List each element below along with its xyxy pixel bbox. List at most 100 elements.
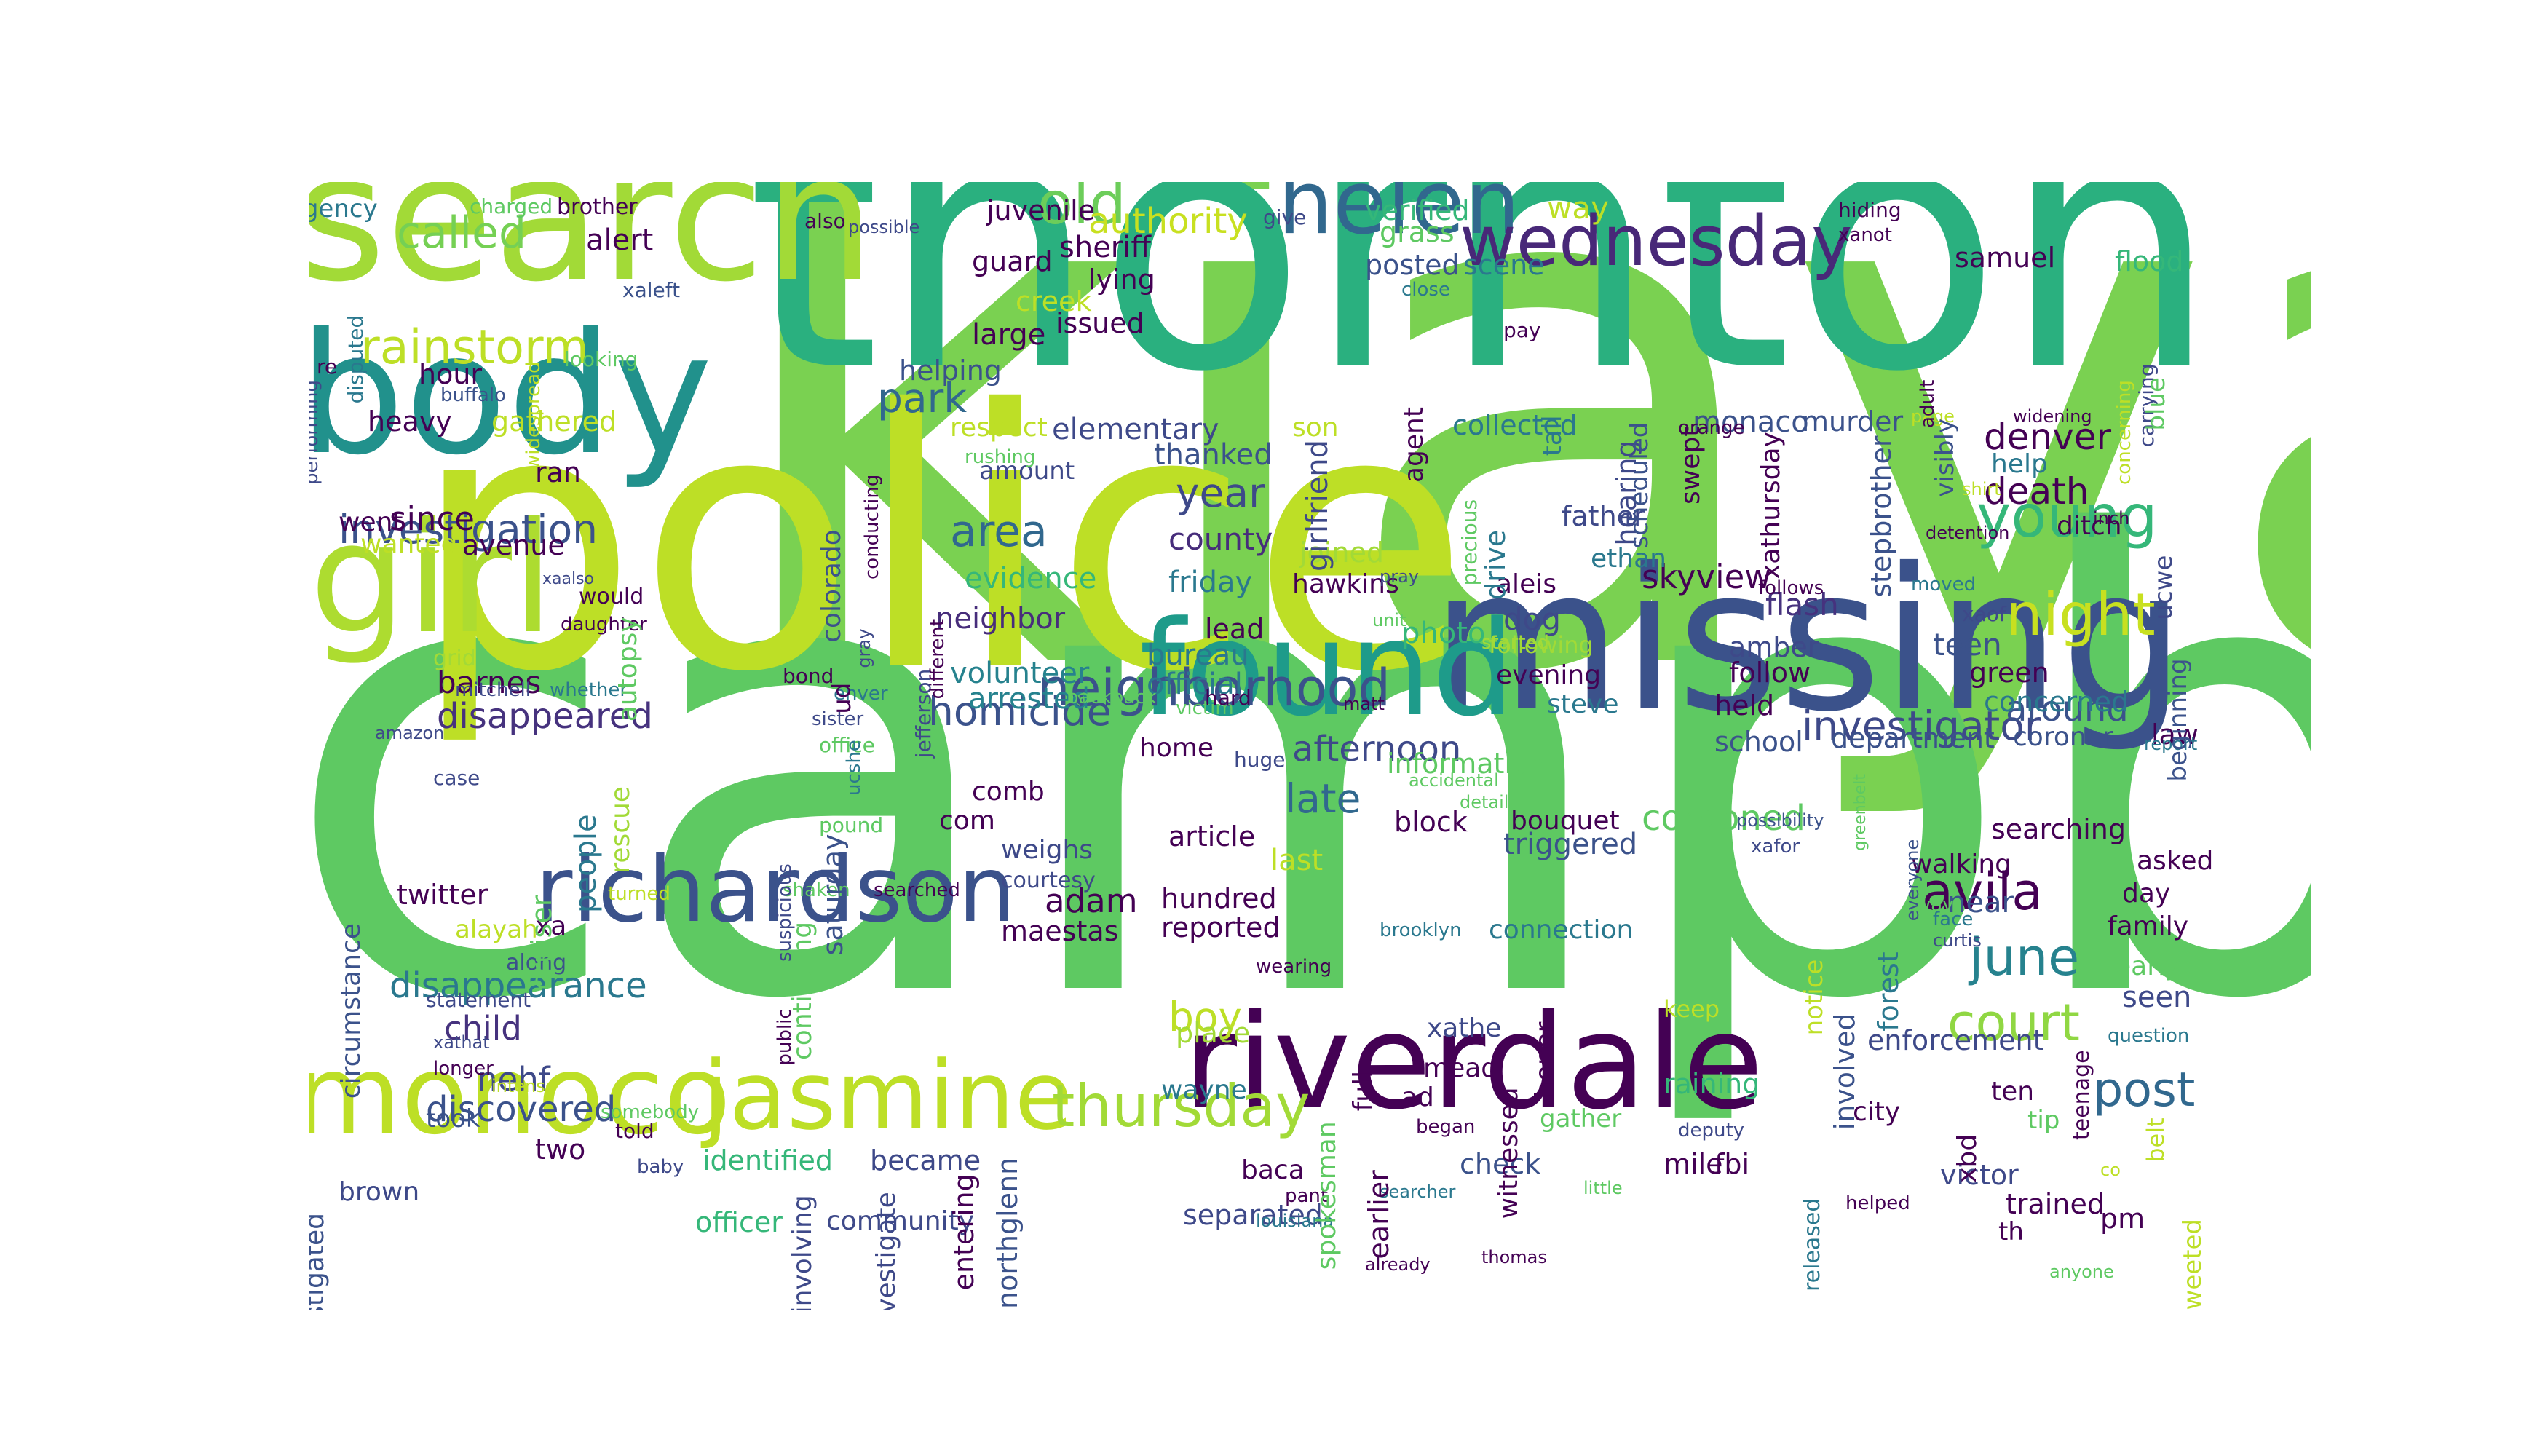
cloud-word-sheriff: sheriff [1059, 231, 1151, 264]
cloud-word-disputed: disputed [344, 314, 368, 404]
cloud-word-murder: murder [1802, 405, 1904, 438]
cloud-word-bouquet: bouquet [1511, 806, 1620, 836]
cloud-word-girlfriend: girlfriend [1301, 439, 1334, 571]
cloud-word-comb: comb [972, 777, 1045, 807]
cloud-word-campbell: campbell [309, 407, 2311, 1136]
cloud-word-spokesman: spokesman [1312, 1121, 1342, 1270]
cloud-word-give: give [1263, 205, 1307, 229]
cloud-word-court: court [1947, 993, 2080, 1053]
cloud-word-colorado: colorado [817, 529, 847, 643]
cloud-word-early: early [2115, 951, 2181, 981]
cloud-word-witnessed: witnessed [1494, 1087, 1524, 1219]
cloud-word-found: found [1139, 593, 1515, 745]
cloud-word-son: son [1292, 413, 1339, 443]
cloud-word-searcher: searcher [1380, 1182, 1456, 1202]
cloud-word-charged: charged [470, 194, 553, 218]
cloud-word-tip: tip [2027, 1106, 2060, 1135]
cloud-word-pant: pant [1285, 1185, 1329, 1207]
cloud-word-agency: agency [309, 194, 378, 223]
cloud-word-rushing: rushing [965, 446, 1036, 468]
cloud-word-grid: grid [433, 646, 476, 671]
cloud-word-searched: searched [874, 879, 960, 901]
cloud-word-separated: separated [1183, 1199, 1323, 1231]
cloud-word-everyone: everyone [1902, 839, 1923, 922]
cloud-word-father: father [1562, 500, 1645, 532]
cloud-word-disappearance: disappearance [389, 965, 647, 1006]
cloud-word-avenue: avenue [462, 529, 565, 561]
cloud-word-coroner: coroner [2013, 722, 2113, 752]
cloud-word-juvenile: juvenile [986, 194, 1096, 226]
cloud-word-pm: pm [2100, 1203, 2145, 1235]
cloud-word-posted: posted [1365, 249, 1460, 281]
cloud-word-circumstance: circumstance [336, 923, 366, 1099]
cloud-word-looking: looking [564, 347, 638, 371]
cloud-word-arrested: arrested [968, 682, 1090, 716]
cloud-word-guard: guard [972, 245, 1053, 277]
cloud-word-widening: widening [2013, 406, 2092, 427]
cloud-word-june: june [1969, 927, 2080, 987]
cloud-word-triggered: triggered [1503, 828, 1638, 861]
cloud-word-around: around [2006, 689, 2129, 729]
cloud-word-inch: inch [2093, 508, 2130, 529]
cloud-word-alert: alert [586, 223, 654, 257]
cloud-word-hour: hour [419, 358, 483, 390]
cloud-word-help: help [1991, 449, 2048, 479]
cloud-word-since: since [389, 499, 475, 538]
cloud-word-issued: issued [1056, 307, 1144, 339]
cloud-word-already: already [1365, 1254, 1431, 1275]
cloud-word-investigation: investigation [339, 506, 598, 553]
cloud-word-area: area [950, 506, 1048, 557]
cloud-word-took: took [426, 1104, 480, 1133]
cloud-word-official: official [1147, 668, 1243, 701]
cloud-word-walking: walking [1911, 850, 2012, 879]
cloud-word-raining: raining [1663, 1068, 1760, 1100]
cloud-word-xbd: xbd [1952, 1133, 1982, 1183]
cloud-word-earlier: earlier [1363, 1170, 1395, 1259]
cloud-word-victim: victim [1176, 697, 1234, 719]
cloud-word-block: block [1394, 806, 1468, 838]
cloud-word-widespread: widespread [523, 361, 545, 470]
cloud-word-gray: gray [854, 628, 874, 668]
cloud-word-longer: longer [433, 1058, 494, 1080]
cloud-word-missing: missing [1431, 526, 2185, 755]
cloud-word-jasmine: jasmine [703, 1040, 1073, 1151]
cloud-word-close: close [1401, 279, 1450, 301]
cloud-word-started: started [1481, 632, 1550, 654]
cloud-word-kiaya: kiaya [713, 182, 2311, 831]
cloud-word-home: home [1139, 733, 1214, 763]
cloud-word-shaken: shaken [783, 879, 850, 901]
cloud-word-riverdale: riverdale [1183, 986, 1764, 1139]
cloud-word-brown: brown [339, 1177, 420, 1207]
cloud-word-mitchell: mitchell [455, 679, 531, 701]
cloud-word-investigated: investigated [309, 1213, 330, 1310]
cloud-word-asked: asked [2137, 846, 2214, 876]
cloud-word-teenage: teenage [2069, 1050, 2094, 1140]
cloud-word-possible: possible [848, 217, 920, 237]
cloud-word-xaof: xaof [1962, 602, 2006, 626]
cloud-word-saturday: saturday [817, 834, 849, 956]
cloud-word-cordoned: cordoned [1642, 798, 1805, 839]
cloud-word-girl: girl [309, 489, 555, 668]
cloud-word-northglenn: northglenn [992, 1157, 1024, 1309]
cloud-word-aleis: aleis [1496, 569, 1556, 599]
cloud-word-day: day [2122, 879, 2171, 909]
cloud-word-wearing: wearing [1256, 956, 1332, 978]
cloud-word-ethan: ethan [1591, 544, 1666, 574]
cloud-word-creek: creek [1016, 285, 1092, 317]
cloud-word-identified: identified [703, 1144, 834, 1176]
cloud-word-investigator: investigator [1802, 703, 2041, 749]
cloud-word-swept: swept [1676, 426, 1706, 505]
cloud-word-ucshe: ucshe [843, 740, 865, 796]
cloud-word-two: two [535, 1133, 586, 1166]
cloud-word-detention: detention [1926, 523, 2010, 543]
cloud-word-helen: helen [1278, 182, 1521, 254]
cloud-word-verified: verified [1365, 194, 1470, 226]
cloud-word-law: law [2151, 719, 2199, 751]
cloud-word-question: question [2108, 1025, 2190, 1047]
cloud-word-baby: baby [637, 1156, 684, 1178]
cloud-word-xafor: xafor [1751, 836, 1800, 858]
cloud-word-ud: ud [828, 682, 857, 714]
cloud-word-ditch: ditch [2057, 511, 2122, 541]
cloud-word-nehf: nehf [477, 1060, 550, 1099]
cloud-word-public: public [774, 1008, 796, 1066]
